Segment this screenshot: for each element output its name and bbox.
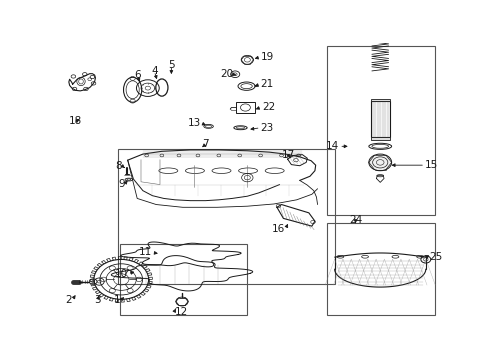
Bar [371,102,390,138]
Text: 20: 20 [220,69,233,79]
Text: 2: 2 [65,296,72,305]
Bar [120,244,247,315]
Text: 1: 1 [114,296,120,305]
Text: 22: 22 [262,102,275,112]
Bar [327,46,435,215]
Text: 5: 5 [168,60,175,70]
Text: 14: 14 [326,141,339,151]
Text: 7: 7 [202,139,209,149]
Bar [118,149,335,284]
Circle shape [369,154,392,171]
Text: 8: 8 [115,161,122,171]
Text: 11: 11 [138,247,151,257]
Text: 19: 19 [261,52,274,62]
Bar [371,138,390,140]
Text: 21: 21 [261,79,274,89]
Text: 23: 23 [261,123,274,133]
Text: 15: 15 [425,160,438,170]
Text: 9: 9 [118,179,124,189]
Text: 25: 25 [429,252,442,262]
Text: 18: 18 [69,116,82,126]
Text: 10: 10 [115,269,128,279]
Text: 13: 13 [188,118,201,128]
Text: 12: 12 [174,306,188,316]
Text: 16: 16 [272,225,285,234]
Text: 6: 6 [134,70,141,80]
Bar [371,99,390,102]
Text: 17: 17 [282,150,295,161]
Bar [236,102,255,113]
Text: 24: 24 [349,215,362,225]
Bar [327,223,435,315]
Text: 3: 3 [94,296,100,305]
Text: 4: 4 [151,66,158,76]
